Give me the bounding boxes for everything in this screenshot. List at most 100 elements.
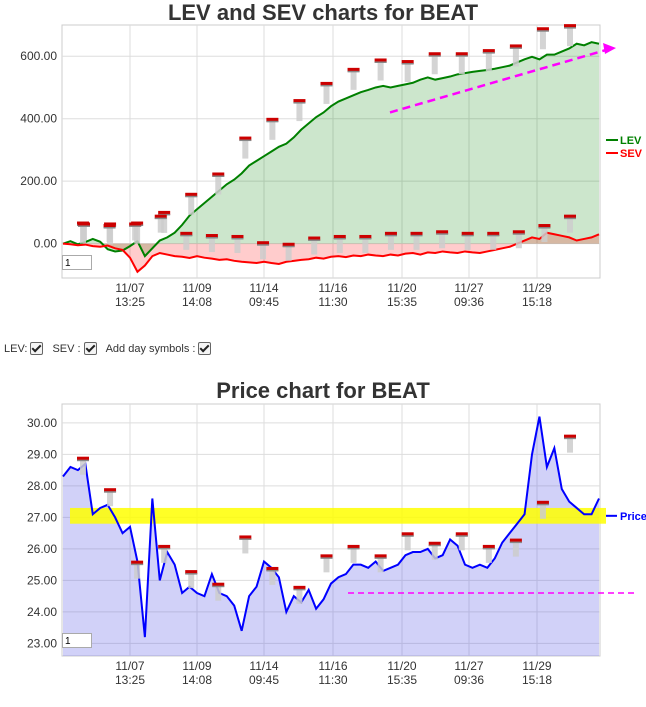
price-marker-cap-line [482, 547, 495, 550]
sev-marker-cap-line [103, 227, 116, 229]
price-range-input[interactable]: 1 [62, 633, 92, 648]
sev-marker-stem [285, 246, 292, 261]
lev-marker-cap [266, 117, 279, 122]
x-tick-date: 11/16 [318, 281, 347, 295]
sev-marker-cap-line [308, 239, 321, 242]
lev-marker-cap-line [347, 70, 360, 73]
lev-marker-stem [323, 85, 330, 104]
price-marker-cap [131, 560, 144, 565]
lev-marker-stem [458, 56, 465, 75]
x-tick-date: 11/29 [522, 659, 551, 673]
lev-marker-cap-line [266, 120, 279, 123]
lev-marker-cap-line [428, 55, 441, 57]
sev-marker-stem [413, 235, 420, 250]
sev-marker-cap-line [512, 233, 525, 235]
lev-series-line [62, 41, 600, 258]
x-tick-date: 11/20 [387, 659, 416, 673]
price-marker-stem [134, 564, 141, 579]
price-marker-cap-line [509, 541, 522, 544]
lev-marker-stem [485, 53, 492, 72]
sev-marker-cap [308, 236, 321, 241]
price-marker-stem [296, 589, 303, 604]
price-marker-stem [485, 548, 492, 563]
lev-marker-cap [347, 67, 360, 72]
price-marker-cap-line [158, 547, 171, 550]
sev-marker-stem [157, 218, 164, 233]
sev-marker-stem [515, 234, 522, 249]
price-marker-cap-line [131, 563, 144, 566]
sev-marker-cap-line [538, 227, 551, 229]
sev-marker-stem [490, 235, 497, 250]
sev-marker-cap [512, 230, 525, 235]
price-marker-stem [107, 492, 114, 507]
lev-sev-chart-title: LEV and SEV charts for BEAT [167, 0, 479, 25]
lev-checkbox[interactable] [30, 342, 44, 355]
x-tick-time: 15:18 [522, 295, 552, 309]
price-series-line [62, 416, 600, 638]
sev-checkbox[interactable] [83, 342, 97, 355]
lev-trend-line [389, 48, 607, 114]
lev-marker-cap-line [212, 175, 225, 177]
price-marker-stem [269, 570, 276, 585]
price-marker-cap [239, 535, 252, 540]
legend-sev-label: SEV [620, 148, 643, 160]
price-marker-cap [509, 538, 522, 543]
lev-marker-cap [158, 210, 171, 215]
lev-marker-stem [350, 71, 357, 90]
lev-marker-cap [564, 24, 576, 29]
price-marker-cap [158, 544, 171, 549]
sev-marker-cap [538, 224, 551, 229]
price-marker-cap [212, 582, 225, 587]
y-tick-label: 0.00 [34, 237, 58, 251]
lev-marker-stem [161, 214, 168, 233]
price-marker-stem [431, 545, 438, 560]
sev-marker-cap-line [564, 217, 576, 220]
sev-marker-stem [183, 235, 190, 250]
price-marker-stem [567, 438, 573, 453]
day-symbols-checkbox[interactable] [198, 342, 212, 355]
x-tick-date: 11/14 [249, 281, 278, 295]
price-band [70, 507, 606, 524]
price-marker-cap [77, 456, 89, 461]
sev-marker-stem [311, 240, 318, 255]
lev-marker-stem [377, 62, 384, 81]
price-marker-cap-line [185, 573, 198, 575]
price-marker-stem [215, 586, 222, 601]
lev-marker-cap [401, 60, 414, 65]
price-marker-cap-line [212, 585, 225, 588]
lev-range-input[interactable]: 1 [62, 255, 92, 270]
price-marker-cap-line [455, 535, 468, 537]
price-marker-stem [242, 539, 249, 554]
x-tick-time: 15:35 [387, 295, 417, 309]
lev-marker-cap-line [536, 30, 549, 32]
chart-controls: LEV: SEV : Add day symbols : [4, 342, 217, 355]
price-marker-cap [320, 554, 333, 559]
x-tick-time: 11:30 [318, 295, 347, 309]
y-tick-label: 24.00 [27, 605, 57, 619]
lev-marker-stem [431, 56, 438, 75]
sev-marker-cap-line [257, 244, 270, 246]
price-marker-cap-line [104, 491, 117, 493]
sev-marker-cap-line [410, 234, 423, 237]
sev-marker-cap-line [205, 237, 218, 239]
sev-marker-cap [487, 231, 500, 236]
plot-area [61, 24, 601, 279]
x-tick-date: 11/29 [522, 281, 551, 295]
lev-marker-cap [185, 192, 198, 197]
sev-marker-cap-line [436, 233, 449, 235]
sev-marker-stem [208, 238, 215, 253]
price-marker-stem [80, 460, 86, 475]
sev-marker-cap [282, 242, 295, 247]
lev-trend-arrowhead [603, 42, 616, 54]
sev-marker-cap [78, 222, 90, 227]
lev-marker-stem [188, 196, 195, 215]
price-marker-cap-line [564, 437, 576, 440]
sev-marker-cap-line [78, 225, 90, 227]
price-marker-stem [161, 548, 168, 563]
sev-marker-cap [436, 230, 449, 235]
lev-marker-cap [509, 44, 522, 49]
y-tick-label: 28.00 [27, 479, 57, 493]
lev-marker-cap-line [239, 139, 252, 142]
lev-marker-cap [374, 58, 387, 63]
sev-marker-cap [205, 234, 218, 239]
